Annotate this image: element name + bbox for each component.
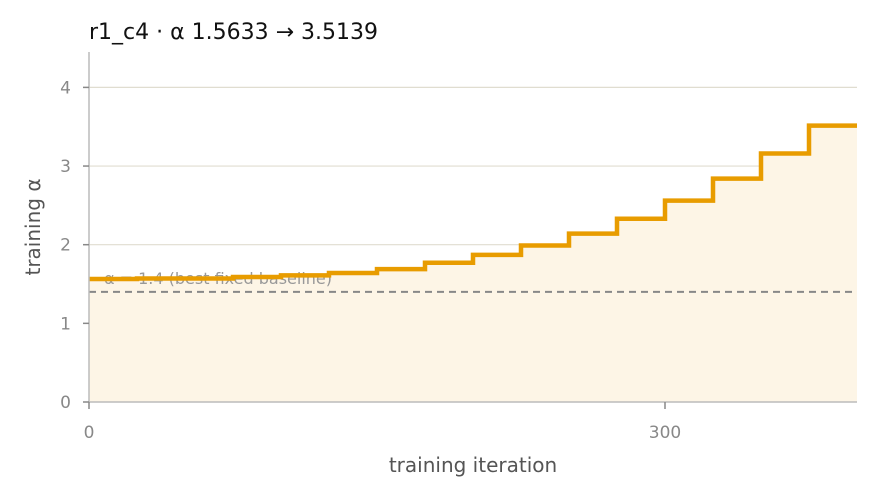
y-axis-label: training α [21, 178, 45, 275]
x-tick-label-300: 300 [649, 423, 681, 443]
chart-title: r1_c4 · α 1.5633 → 3.5139 [89, 20, 378, 45]
y-tick-label-2: 2 [60, 236, 71, 256]
series-step-line [89, 123, 857, 282]
y-axis-ticks: 0 1 2 3 4 [60, 78, 89, 413]
y-tick-label-1: 1 [60, 314, 71, 334]
x-axis-ticks: 0 300 [84, 402, 681, 443]
y-tick-label-0: 0 [60, 393, 71, 413]
y-tick-label-3: 3 [60, 157, 71, 177]
y-tick-label-4: 4 [60, 78, 71, 98]
x-axis-label: training iteration [389, 453, 557, 477]
x-tick-label-0: 0 [84, 423, 95, 443]
